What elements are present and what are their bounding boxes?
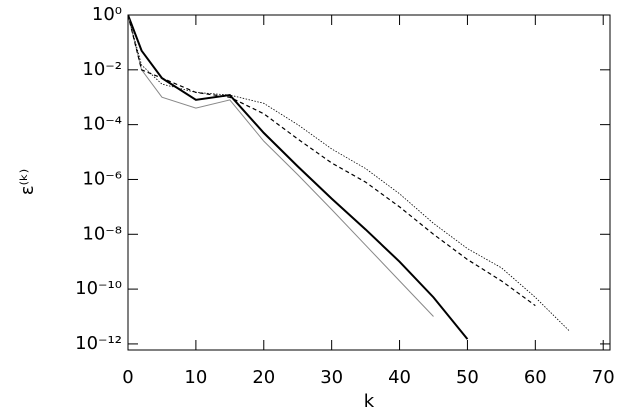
- x-tick-label: 60: [524, 367, 547, 388]
- y-tick-label: 10⁻²: [82, 59, 122, 80]
- data-line: [128, 15, 570, 332]
- data-line: [128, 15, 434, 317]
- data-line: [128, 15, 536, 307]
- x-tick-label: 30: [320, 367, 343, 388]
- x-tick-label: 20: [252, 367, 275, 388]
- y-axis-label: ε⁽ᵏ⁾: [17, 169, 38, 195]
- y-tick-label: 10⁻¹²: [75, 333, 122, 354]
- x-tick-label: 40: [388, 367, 411, 388]
- x-tick-label: 50: [456, 367, 479, 388]
- y-tick-label: 10⁻⁶: [82, 168, 122, 189]
- y-tick-label: 10⁻⁴: [82, 114, 122, 135]
- plot-frame: [127, 14, 611, 351]
- y-tick-label: 10⁰: [92, 4, 122, 25]
- y-tick-label: 10⁻¹⁰: [75, 278, 122, 299]
- x-axis-label: k: [364, 391, 375, 412]
- data-line: [128, 15, 469, 340]
- x-tick-label: 0: [122, 367, 133, 388]
- x-tick-label: 70: [592, 367, 615, 388]
- y-tick-label: 10⁻⁸: [82, 223, 122, 244]
- x-tick-label: 10: [184, 367, 207, 388]
